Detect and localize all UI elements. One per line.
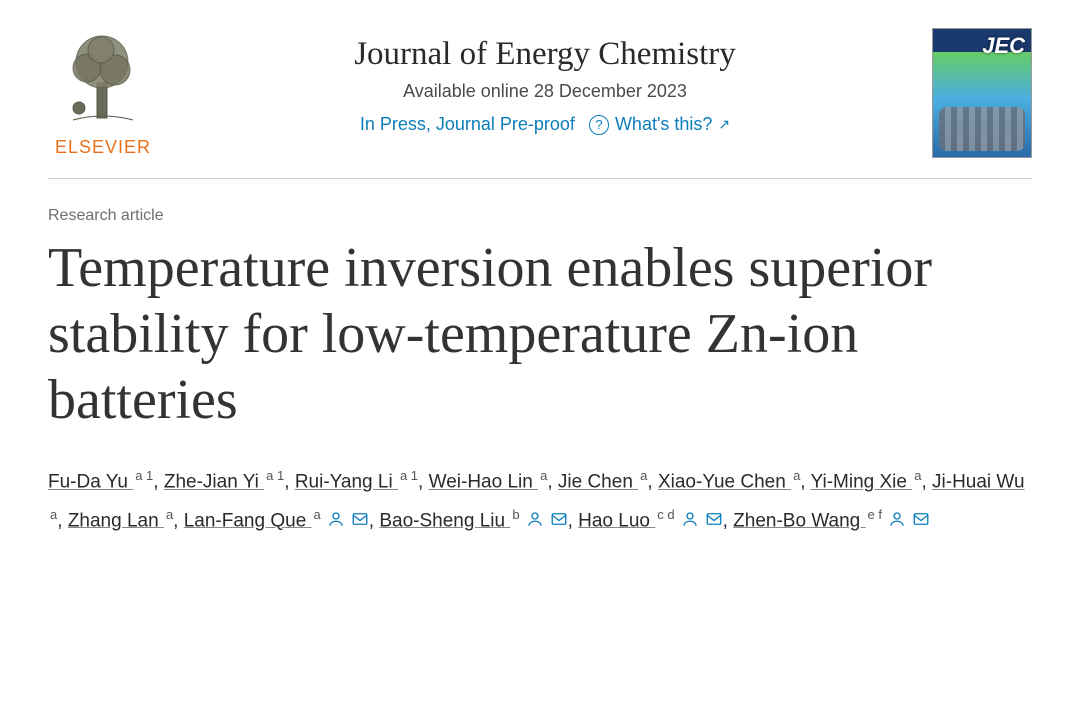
article-type: Research article <box>48 207 1032 225</box>
author-link[interactable]: Hao Luo <box>578 510 655 531</box>
author-link[interactable]: Zhe-Jian Yi <box>164 472 264 493</box>
availability-text: Available online 28 December 2023 <box>182 81 908 102</box>
journal-cover-thumbnail[interactable]: JEC <box>932 28 1032 158</box>
author-link[interactable]: Ji-Huai Wu <box>932 472 1025 493</box>
author-separator: , <box>369 510 380 531</box>
cover-badge: JEC <box>982 33 1025 59</box>
person-icon[interactable] <box>327 510 345 528</box>
author-affiliation: a 1 <box>135 468 153 483</box>
author-separator: , <box>800 472 810 493</box>
author-link[interactable]: Jie Chen <box>558 472 638 493</box>
author-link[interactable]: Zhang Lan <box>68 510 164 531</box>
author-link[interactable]: Xiao-Yue Chen <box>658 472 791 493</box>
press-status: In Press, Journal Pre-proof <box>360 114 575 135</box>
author-separator: , <box>568 510 579 531</box>
help-icon: ? <box>589 115 609 135</box>
person-icon[interactable] <box>681 510 699 528</box>
author-list: Fu-Da Yu a 1, Zhe-Jian Yi a 1, Rui-Yang … <box>48 463 1032 540</box>
author-affiliation: c d <box>657 507 674 522</box>
author-link[interactable]: Lan-Fang Que <box>184 510 312 531</box>
article-meta: Research article Temperature inversion e… <box>48 207 1032 540</box>
elsevier-tree-icon <box>53 28 153 128</box>
mail-icon[interactable] <box>351 510 369 528</box>
author-separator: , <box>284 472 295 493</box>
person-icon[interactable] <box>526 510 544 528</box>
publisher-name: ELSEVIER <box>48 137 158 158</box>
author-separator: , <box>173 510 184 531</box>
journal-info: Journal of Energy Chemistry Available on… <box>182 28 908 135</box>
author-link[interactable]: Bao-Sheng Liu <box>379 510 510 531</box>
author-affiliation: e f <box>868 507 882 522</box>
author-link[interactable]: Zhen-Bo Wang <box>733 510 865 531</box>
author-affiliation: a 1 <box>266 468 284 483</box>
author-link[interactable]: Rui-Yang Li <box>295 472 398 493</box>
author-separator: , <box>723 510 734 531</box>
author-link[interactable]: Wei-Hao Lin <box>429 472 538 493</box>
author-separator: , <box>57 510 68 531</box>
mail-icon[interactable] <box>912 510 930 528</box>
author-affiliation: a 1 <box>400 468 418 483</box>
author-link[interactable]: Fu-Da Yu <box>48 472 133 493</box>
author-link[interactable]: Yi-Ming Xie <box>811 472 913 493</box>
mail-icon[interactable] <box>705 510 723 528</box>
publisher-logo[interactable]: ELSEVIER <box>48 28 158 158</box>
author-separator: , <box>921 472 932 493</box>
whats-this-link[interactable]: ? What's this? ↗ <box>589 114 730 135</box>
author-affiliation: b <box>512 507 519 522</box>
cover-art-icon <box>939 107 1025 151</box>
status-line: In Press, Journal Pre-proof ? What's thi… <box>182 114 908 135</box>
external-arrow-icon: ↗ <box>718 116 730 133</box>
article-title: Temperature inversion enables superior s… <box>48 235 1032 433</box>
author-separator: , <box>418 472 429 493</box>
author-separator: , <box>547 472 558 493</box>
mail-icon[interactable] <box>550 510 568 528</box>
person-icon[interactable] <box>888 510 906 528</box>
author-separator: , <box>153 472 164 493</box>
author-affiliation: a <box>314 507 321 522</box>
whats-this-label: What's this? <box>615 114 712 135</box>
journal-name[interactable]: Journal of Energy Chemistry <box>182 36 908 73</box>
article-header: ELSEVIER Journal of Energy Chemistry Ava… <box>48 28 1032 179</box>
author-separator: , <box>647 472 658 493</box>
